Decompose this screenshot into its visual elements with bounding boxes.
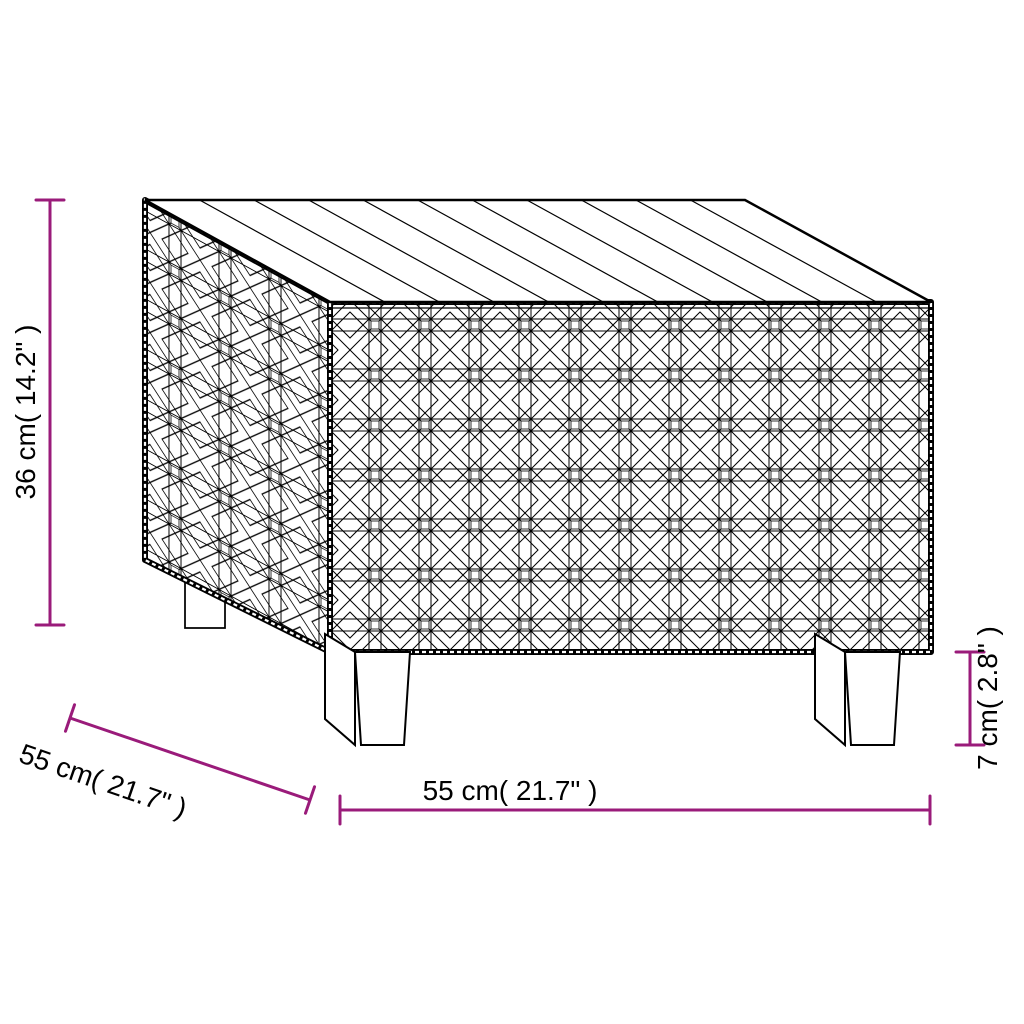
dimension-label: 7 cm( 2.8" ) (972, 626, 1003, 770)
dimension-diagram: 36 cm( 14.2" ) 7 cm( 2.8" ) 55 cm( 21.7" )… (0, 0, 1024, 1024)
dimension-label: 36 cm( 14.2" ) (10, 325, 41, 500)
product-illustration (85, 140, 951, 745)
dimension-label: 55 cm( 21.7" ) (423, 775, 598, 806)
